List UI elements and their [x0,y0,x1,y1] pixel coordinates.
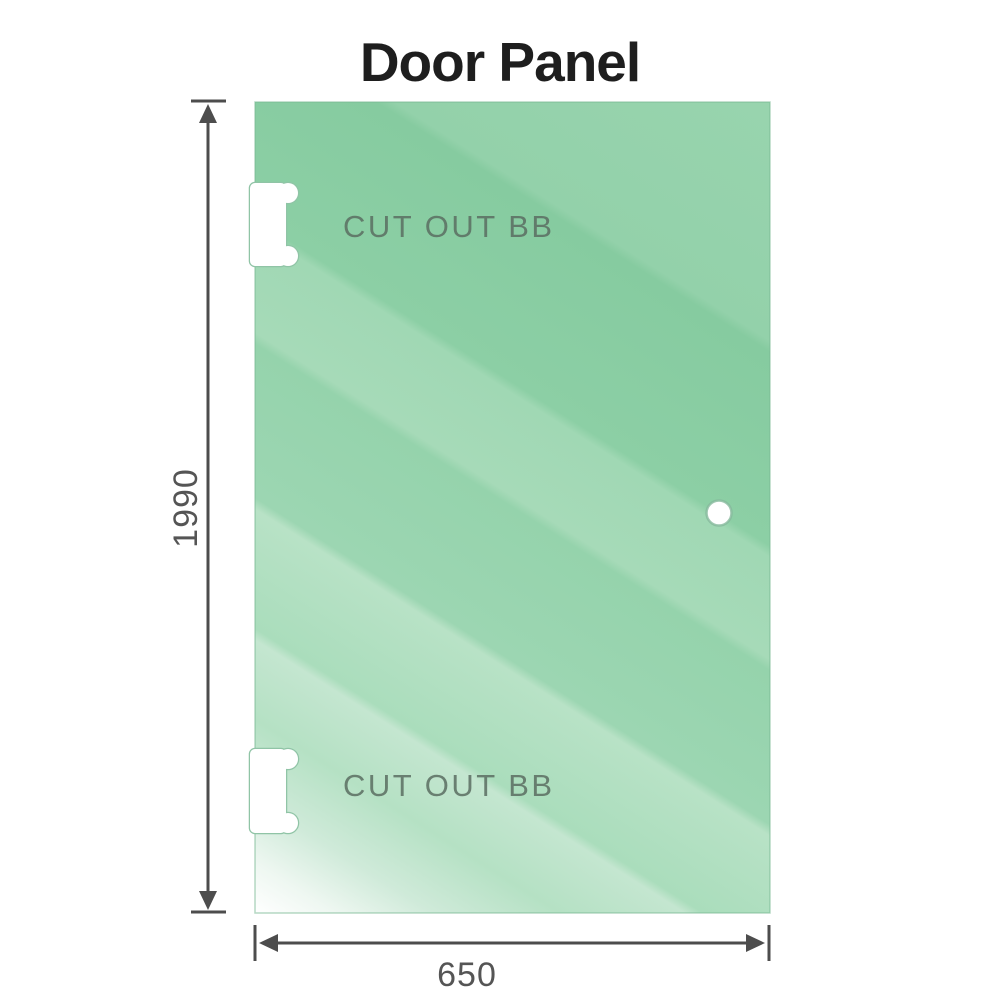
width-dimension-left-arrow-icon [259,934,278,952]
page-title: Door Panel [359,31,641,93]
hinge-cutout-top [248,181,300,268]
cutout-label-bottom: CUT OUT BB [343,768,555,803]
width-dimension-label: 650 [437,956,497,994]
width-dimension [253,925,771,961]
hinge-cutout-bottom [248,747,300,835]
handle-hole [705,499,733,527]
height-dimension [191,99,226,914]
height-dimension-up-arrow-icon [199,104,217,123]
height-dimension-label: 1990 [167,468,205,548]
glass-panel [254,101,771,914]
height-dimension-down-arrow-icon [199,891,217,910]
width-dimension-right-arrow-icon [746,934,765,952]
cutout-label-top: CUT OUT BB [343,209,555,244]
